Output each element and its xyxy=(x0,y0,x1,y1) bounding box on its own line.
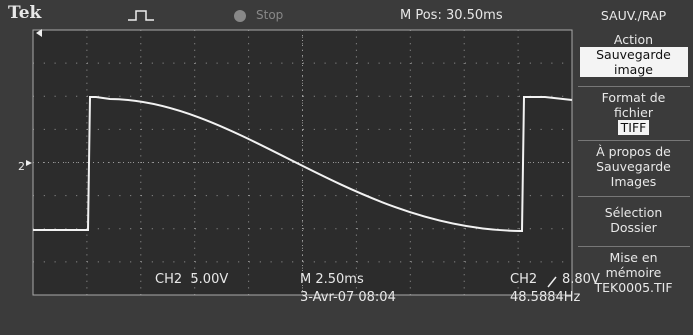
frequency: 48.5884Hz xyxy=(510,290,580,305)
menu-item[interactable]: À propos de Sauvegarde Images xyxy=(576,144,691,189)
menu-title: SAUV./RAP xyxy=(576,8,691,23)
menu-separator xyxy=(578,196,690,197)
timebase: M 2.50ms xyxy=(300,272,364,287)
menu-value: Sauvegarde image xyxy=(580,47,688,77)
trigger-source: CH2 xyxy=(510,272,537,287)
date: 3-Avr-07 08:04 xyxy=(300,290,396,305)
menu-item[interactable]: Format de fichier TIFF xyxy=(576,90,691,135)
brand: Tek xyxy=(8,3,41,23)
menu-item[interactable]: Sélection Dossier xyxy=(576,205,691,235)
ground-marker xyxy=(26,160,32,166)
trigger-level: 8.80V xyxy=(562,272,600,287)
menu-label: À propos de Sauvegarde Images xyxy=(576,144,691,189)
run-indicator xyxy=(234,10,246,22)
horizontal-position: M Pos: 30.50ms xyxy=(400,8,503,23)
menu-separator xyxy=(578,86,690,87)
channel-marker: 2 xyxy=(18,160,25,173)
menu-separator xyxy=(578,140,690,141)
menu-value: TIFF xyxy=(618,120,650,135)
menu-label: Format de fichier xyxy=(576,90,691,120)
menu-item[interactable]: Action Sauvegarde image xyxy=(576,32,691,77)
menu-separator xyxy=(578,246,690,247)
menu-label: Action xyxy=(576,32,691,47)
menu-label: Sélection Dossier xyxy=(576,205,691,235)
channel-scale: CH2 5.00V xyxy=(155,272,228,287)
trigger-icon xyxy=(128,11,154,20)
oscilloscope-screen: Tek 2 Stop M Pos: 30.50ms SAUV./RAP Acti… xyxy=(0,0,693,335)
status: Stop xyxy=(256,8,283,22)
